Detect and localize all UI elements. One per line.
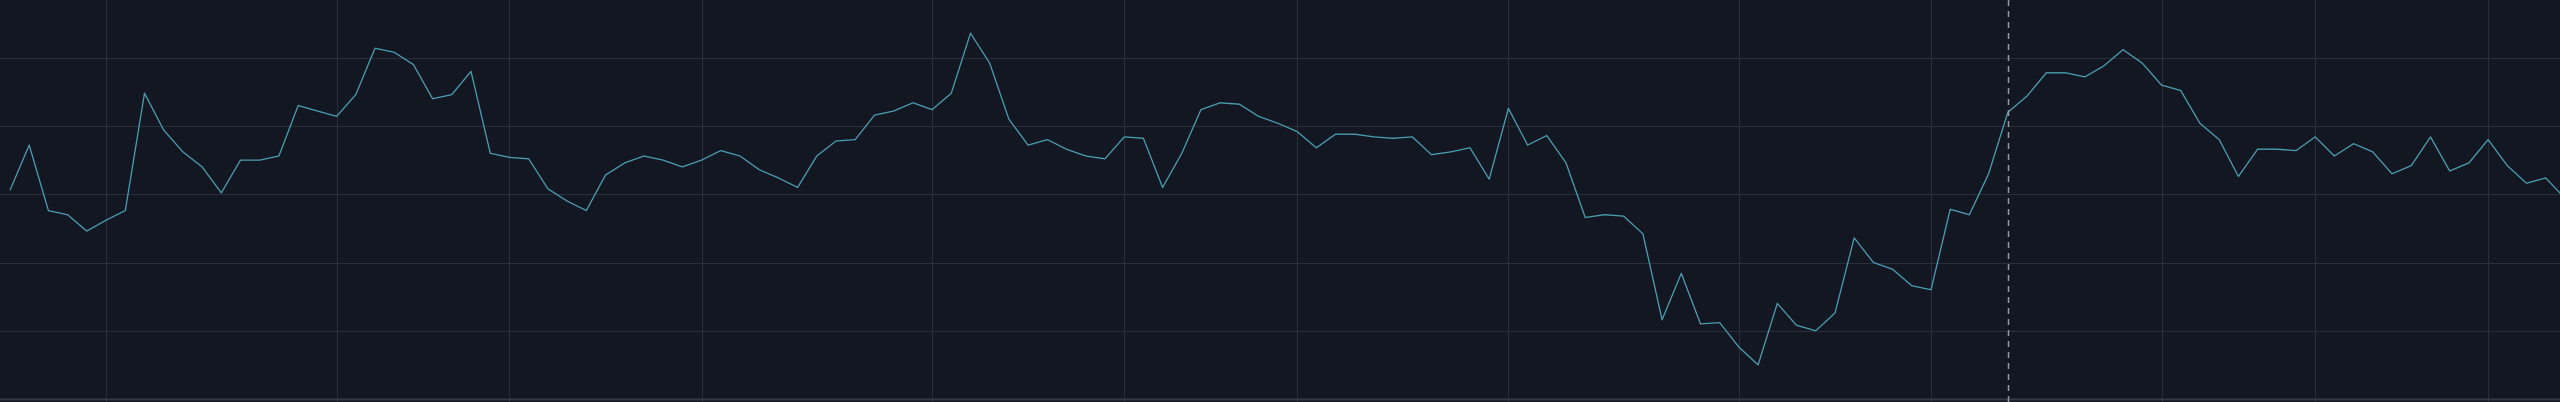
series-layer: [9, 32, 2560, 366]
series-line-0: [9, 32, 2560, 366]
